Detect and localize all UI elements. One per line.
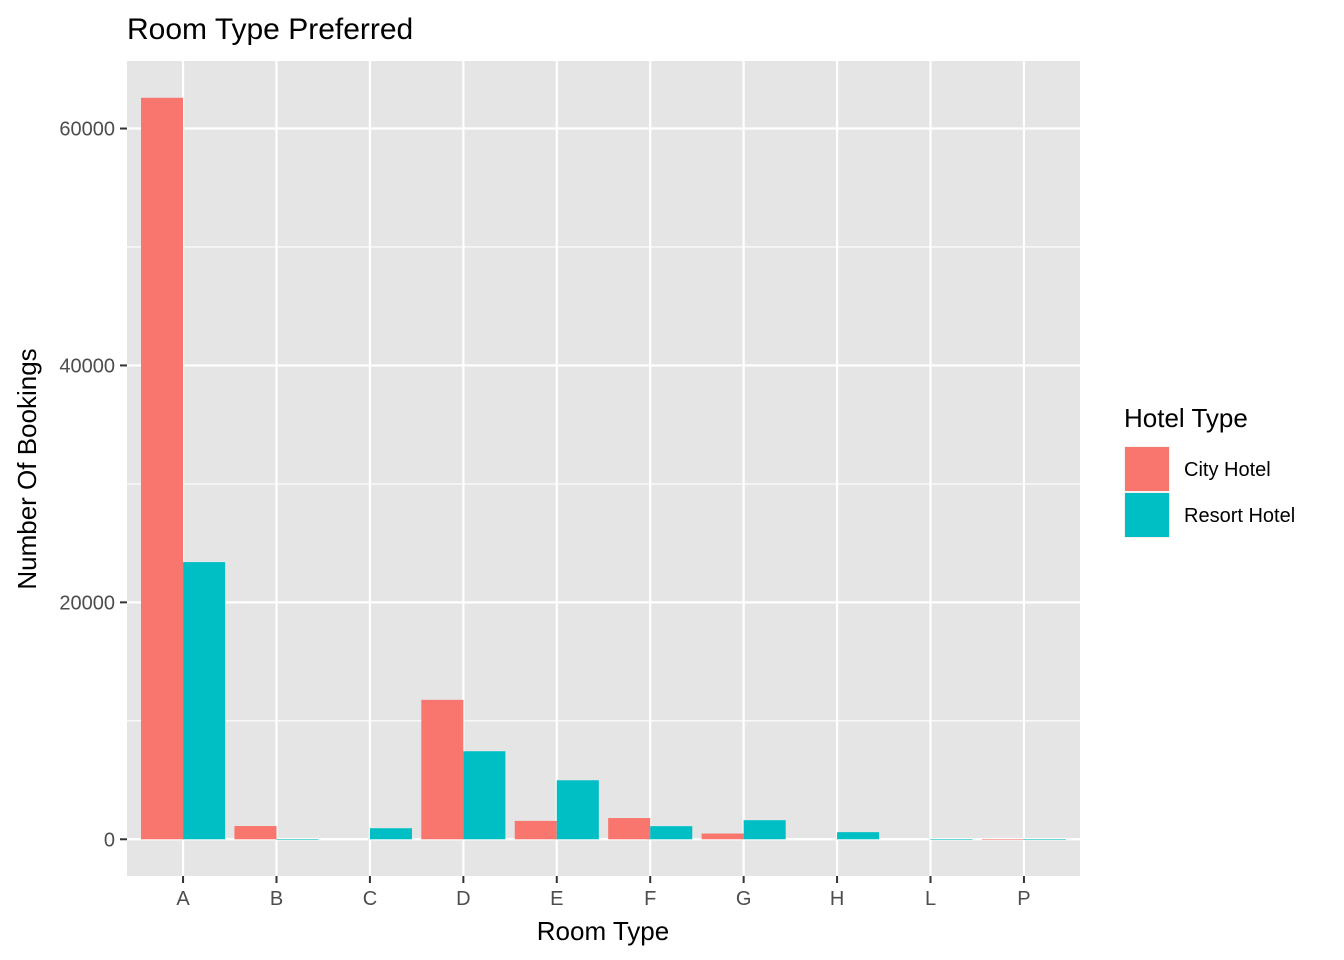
bar-P-city-hotel [981,839,1024,840]
bar-F-resort-hotel [650,826,693,840]
x-tick-label: C [363,888,377,910]
bar-F-city-hotel [608,818,651,840]
y-tick-label: 40000 [59,355,115,377]
legend-items: City Hotel Resort Hotel [1124,446,1295,538]
legend: Hotel Type City Hotel Resort Hotel [1124,403,1295,538]
legend-label: City Hotel [1184,459,1271,481]
bar-G-resort-hotel [743,820,786,840]
legend-swatch [1125,447,1169,491]
x-tick-label: B [270,888,283,910]
y-tick-label: 20000 [59,592,115,614]
bar-L-resort-hotel [930,839,973,840]
x-tick-label: P [1017,888,1030,910]
legend-label: Resort Hotel [1184,505,1295,527]
x-tick-label: F [644,888,656,910]
bar-P-resort-hotel [1023,839,1066,840]
bar-D-resort-hotel [463,751,506,840]
bar-A-city-hotel [141,97,184,840]
bar-B-resort-hotel [276,839,319,840]
bar-E-city-hotel [514,820,557,840]
x-tick-label: E [550,888,563,910]
x-tick-label: A [176,888,190,910]
bars [141,97,1066,840]
x-tick-label: L [925,888,936,910]
bar-A-resort-hotel [183,562,226,840]
x-tick-label: G [736,888,752,910]
y-axis: 0 20000 40000 60000 [59,119,127,851]
bar-B-city-hotel [234,826,277,840]
bar-H-resort-hotel [837,832,880,840]
bar-D-city-hotel [421,699,464,840]
bar-G-city-hotel [701,833,744,840]
y-tick-label: 60000 [59,119,115,141]
panel-background [127,61,1080,876]
legend-title: Hotel Type [1124,403,1248,433]
plot-panel [127,61,1080,876]
bar-E-resort-hotel [556,780,599,840]
x-tick-label: D [456,888,470,910]
chart-title: Room Type Preferred [127,13,413,46]
legend-swatch [1125,493,1169,537]
x-tick-label: H [830,888,844,910]
bar-C-resort-hotel [369,828,412,840]
y-axis-label: Number Of Bookings [12,348,42,589]
x-axis-label: Room Type [537,916,669,946]
y-tick-label: 0 [104,829,115,851]
